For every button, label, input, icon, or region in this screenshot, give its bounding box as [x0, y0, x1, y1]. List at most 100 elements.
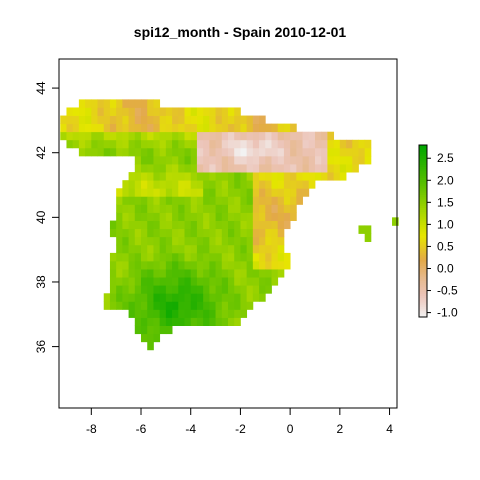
raster-cell	[246, 293, 254, 302]
legend-color-step	[419, 269, 427, 273]
raster-cell	[215, 139, 223, 149]
raster-cell	[72, 139, 80, 149]
raster-cell	[178, 123, 185, 133]
raster-cell	[184, 293, 192, 302]
raster-cell	[178, 131, 185, 141]
legend-color-step	[419, 188, 427, 191]
raster-cell	[184, 164, 192, 173]
raster-cell	[228, 260, 235, 270]
raster-cell	[165, 252, 173, 262]
x-tick-label: -2	[235, 422, 246, 436]
raster-cell	[259, 188, 266, 197]
raster-cell	[271, 164, 279, 173]
raster-cell	[364, 139, 372, 149]
raster-cell	[209, 212, 216, 221]
raster-cell	[153, 123, 161, 133]
raster-cell	[221, 155, 229, 165]
raster-cell	[116, 147, 123, 157]
raster-cell	[259, 164, 266, 173]
raster-cell	[196, 309, 204, 318]
raster-cell	[252, 131, 260, 141]
raster-cell	[203, 155, 210, 165]
raster-cell	[364, 233, 372, 242]
raster-cell	[196, 180, 204, 189]
legend-color-step	[419, 155, 427, 159]
raster-cell	[246, 220, 254, 230]
raster-cell	[78, 115, 86, 125]
raster-cell	[234, 228, 241, 238]
raster-cell	[122, 260, 129, 270]
raster-cell	[240, 220, 248, 230]
raster-cell	[97, 147, 105, 157]
raster-cell	[165, 164, 173, 173]
plot-frame	[58, 58, 398, 409]
raster-cell	[228, 293, 235, 302]
raster-cell	[259, 244, 266, 254]
raster-cell	[302, 131, 310, 141]
raster-cell	[97, 115, 105, 125]
raster-cell	[153, 188, 161, 197]
raster-cell	[221, 196, 229, 205]
raster-cell	[203, 252, 210, 262]
raster-cell	[302, 164, 310, 173]
raster-cell	[277, 147, 285, 157]
raster-cell	[153, 317, 161, 326]
raster-cell	[265, 172, 272, 181]
raster-cell	[196, 236, 204, 246]
color-legend: 2.5 2.0 1.5 1.0 0.5 0.0 -0.5 -1.0	[418, 144, 458, 320]
raster-cell	[153, 107, 161, 116]
raster-cell	[209, 115, 216, 125]
raster-cell	[159, 260, 167, 270]
raster-cell	[141, 260, 148, 270]
raster-cell	[265, 236, 272, 246]
raster-cell	[209, 204, 216, 213]
raster-cell	[203, 147, 210, 157]
raster-cell	[321, 164, 328, 173]
raster-cell	[196, 293, 204, 302]
raster-cell	[228, 236, 235, 246]
raster-cell	[128, 139, 136, 149]
raster-cell	[134, 115, 142, 125]
raster-cell	[228, 212, 235, 221]
raster-cell	[153, 115, 161, 125]
raster-cell	[196, 244, 204, 254]
raster-cell	[209, 228, 216, 238]
raster-cell	[116, 285, 123, 294]
raster-cell	[240, 228, 248, 238]
raster-cell	[147, 236, 154, 246]
raster-cell	[259, 155, 266, 165]
raster-cell	[296, 164, 303, 173]
raster-cell	[147, 333, 154, 343]
legend-color-step	[419, 280, 427, 284]
raster-cell	[203, 277, 210, 286]
legend-color-step	[419, 239, 427, 243]
raster-cell	[134, 164, 142, 173]
raster-cell	[147, 285, 154, 294]
raster-cell	[252, 188, 260, 197]
raster-cell	[134, 180, 142, 189]
raster-cell	[327, 172, 335, 181]
raster-cell	[159, 228, 167, 238]
raster-cell	[333, 164, 341, 173]
raster-cell	[184, 244, 192, 254]
legend-tick-label: -0.5	[437, 284, 458, 298]
raster-cell	[209, 293, 216, 302]
raster-cell	[141, 99, 148, 108]
raster-cell	[128, 301, 136, 310]
raster-cell	[122, 196, 129, 205]
raster-cell	[215, 131, 223, 141]
raster-cell	[122, 139, 129, 149]
raster-cell	[147, 123, 154, 133]
legend-color-step	[419, 252, 427, 256]
raster-cell	[141, 164, 148, 173]
raster-cell	[196, 204, 204, 213]
raster-cell	[159, 212, 167, 221]
raster-cell	[109, 228, 117, 238]
raster-cell	[128, 236, 136, 246]
raster-cell	[141, 236, 148, 246]
raster-cell	[178, 212, 185, 221]
raster-cell	[246, 115, 254, 125]
raster-cell	[302, 188, 310, 197]
raster-cell	[128, 172, 136, 181]
raster-cell	[116, 188, 123, 197]
